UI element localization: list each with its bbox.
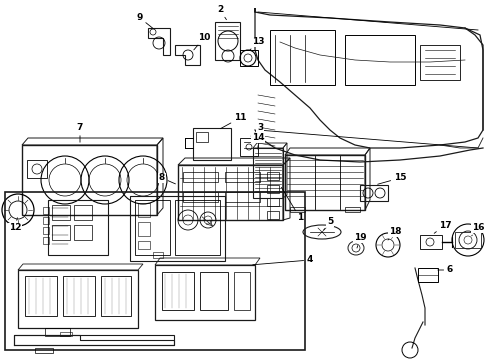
Bar: [454, 232, 480, 248]
Bar: [52, 205, 70, 220]
Text: 19: 19: [353, 234, 366, 248]
Bar: [419, 45, 459, 80]
Bar: [200, 272, 227, 310]
Bar: [285, 155, 364, 210]
Text: 8: 8: [159, 174, 175, 184]
Text: 16: 16: [471, 224, 483, 236]
Bar: [135, 200, 170, 255]
Bar: [155, 265, 254, 320]
Bar: [269, 30, 334, 85]
Bar: [224, 192, 260, 202]
Bar: [25, 276, 57, 316]
Text: 6: 6: [437, 266, 452, 274]
Text: 17: 17: [433, 220, 450, 233]
Bar: [175, 200, 220, 255]
Bar: [74, 205, 92, 220]
Bar: [178, 165, 283, 220]
Bar: [183, 192, 218, 202]
Bar: [345, 35, 414, 85]
Text: 10: 10: [193, 33, 210, 50]
Bar: [74, 225, 92, 240]
Bar: [345, 207, 359, 212]
Bar: [266, 185, 279, 193]
Text: 4: 4: [252, 256, 312, 265]
Bar: [45, 328, 70, 336]
Bar: [14, 335, 174, 345]
Bar: [266, 198, 279, 206]
Bar: [252, 148, 283, 198]
Bar: [417, 268, 437, 282]
Bar: [130, 196, 224, 261]
Bar: [27, 160, 47, 178]
Text: 15: 15: [377, 174, 406, 184]
Bar: [359, 185, 387, 201]
Bar: [196, 132, 207, 142]
Bar: [101, 276, 131, 316]
Text: 2: 2: [217, 5, 226, 20]
Bar: [18, 270, 138, 328]
Bar: [240, 138, 258, 156]
Text: 1: 1: [281, 187, 303, 222]
Bar: [224, 172, 260, 182]
Bar: [52, 225, 70, 240]
Bar: [234, 272, 249, 310]
Text: 12: 12: [9, 218, 21, 233]
Bar: [240, 50, 258, 66]
Bar: [162, 272, 194, 310]
Bar: [5, 192, 305, 350]
Bar: [43, 217, 49, 224]
Text: 5: 5: [323, 217, 332, 230]
Bar: [215, 22, 240, 60]
Text: 18: 18: [387, 228, 401, 240]
Bar: [289, 207, 305, 212]
Bar: [35, 348, 53, 353]
Bar: [153, 252, 163, 258]
Text: 7: 7: [77, 123, 83, 142]
Text: 9: 9: [137, 13, 153, 28]
Bar: [266, 211, 279, 219]
Bar: [138, 241, 150, 249]
Bar: [43, 227, 49, 234]
Bar: [183, 172, 218, 182]
Bar: [43, 237, 49, 244]
Bar: [60, 332, 72, 336]
Bar: [43, 207, 49, 214]
Bar: [48, 200, 108, 255]
Bar: [138, 222, 150, 236]
Bar: [22, 145, 157, 215]
Bar: [63, 276, 95, 316]
Bar: [419, 235, 441, 249]
Bar: [138, 203, 150, 217]
Bar: [266, 172, 279, 180]
Text: 13: 13: [249, 37, 264, 50]
Text: 11: 11: [220, 113, 246, 129]
Text: 14: 14: [251, 134, 264, 149]
Bar: [193, 128, 230, 160]
Text: 3: 3: [250, 123, 263, 136]
